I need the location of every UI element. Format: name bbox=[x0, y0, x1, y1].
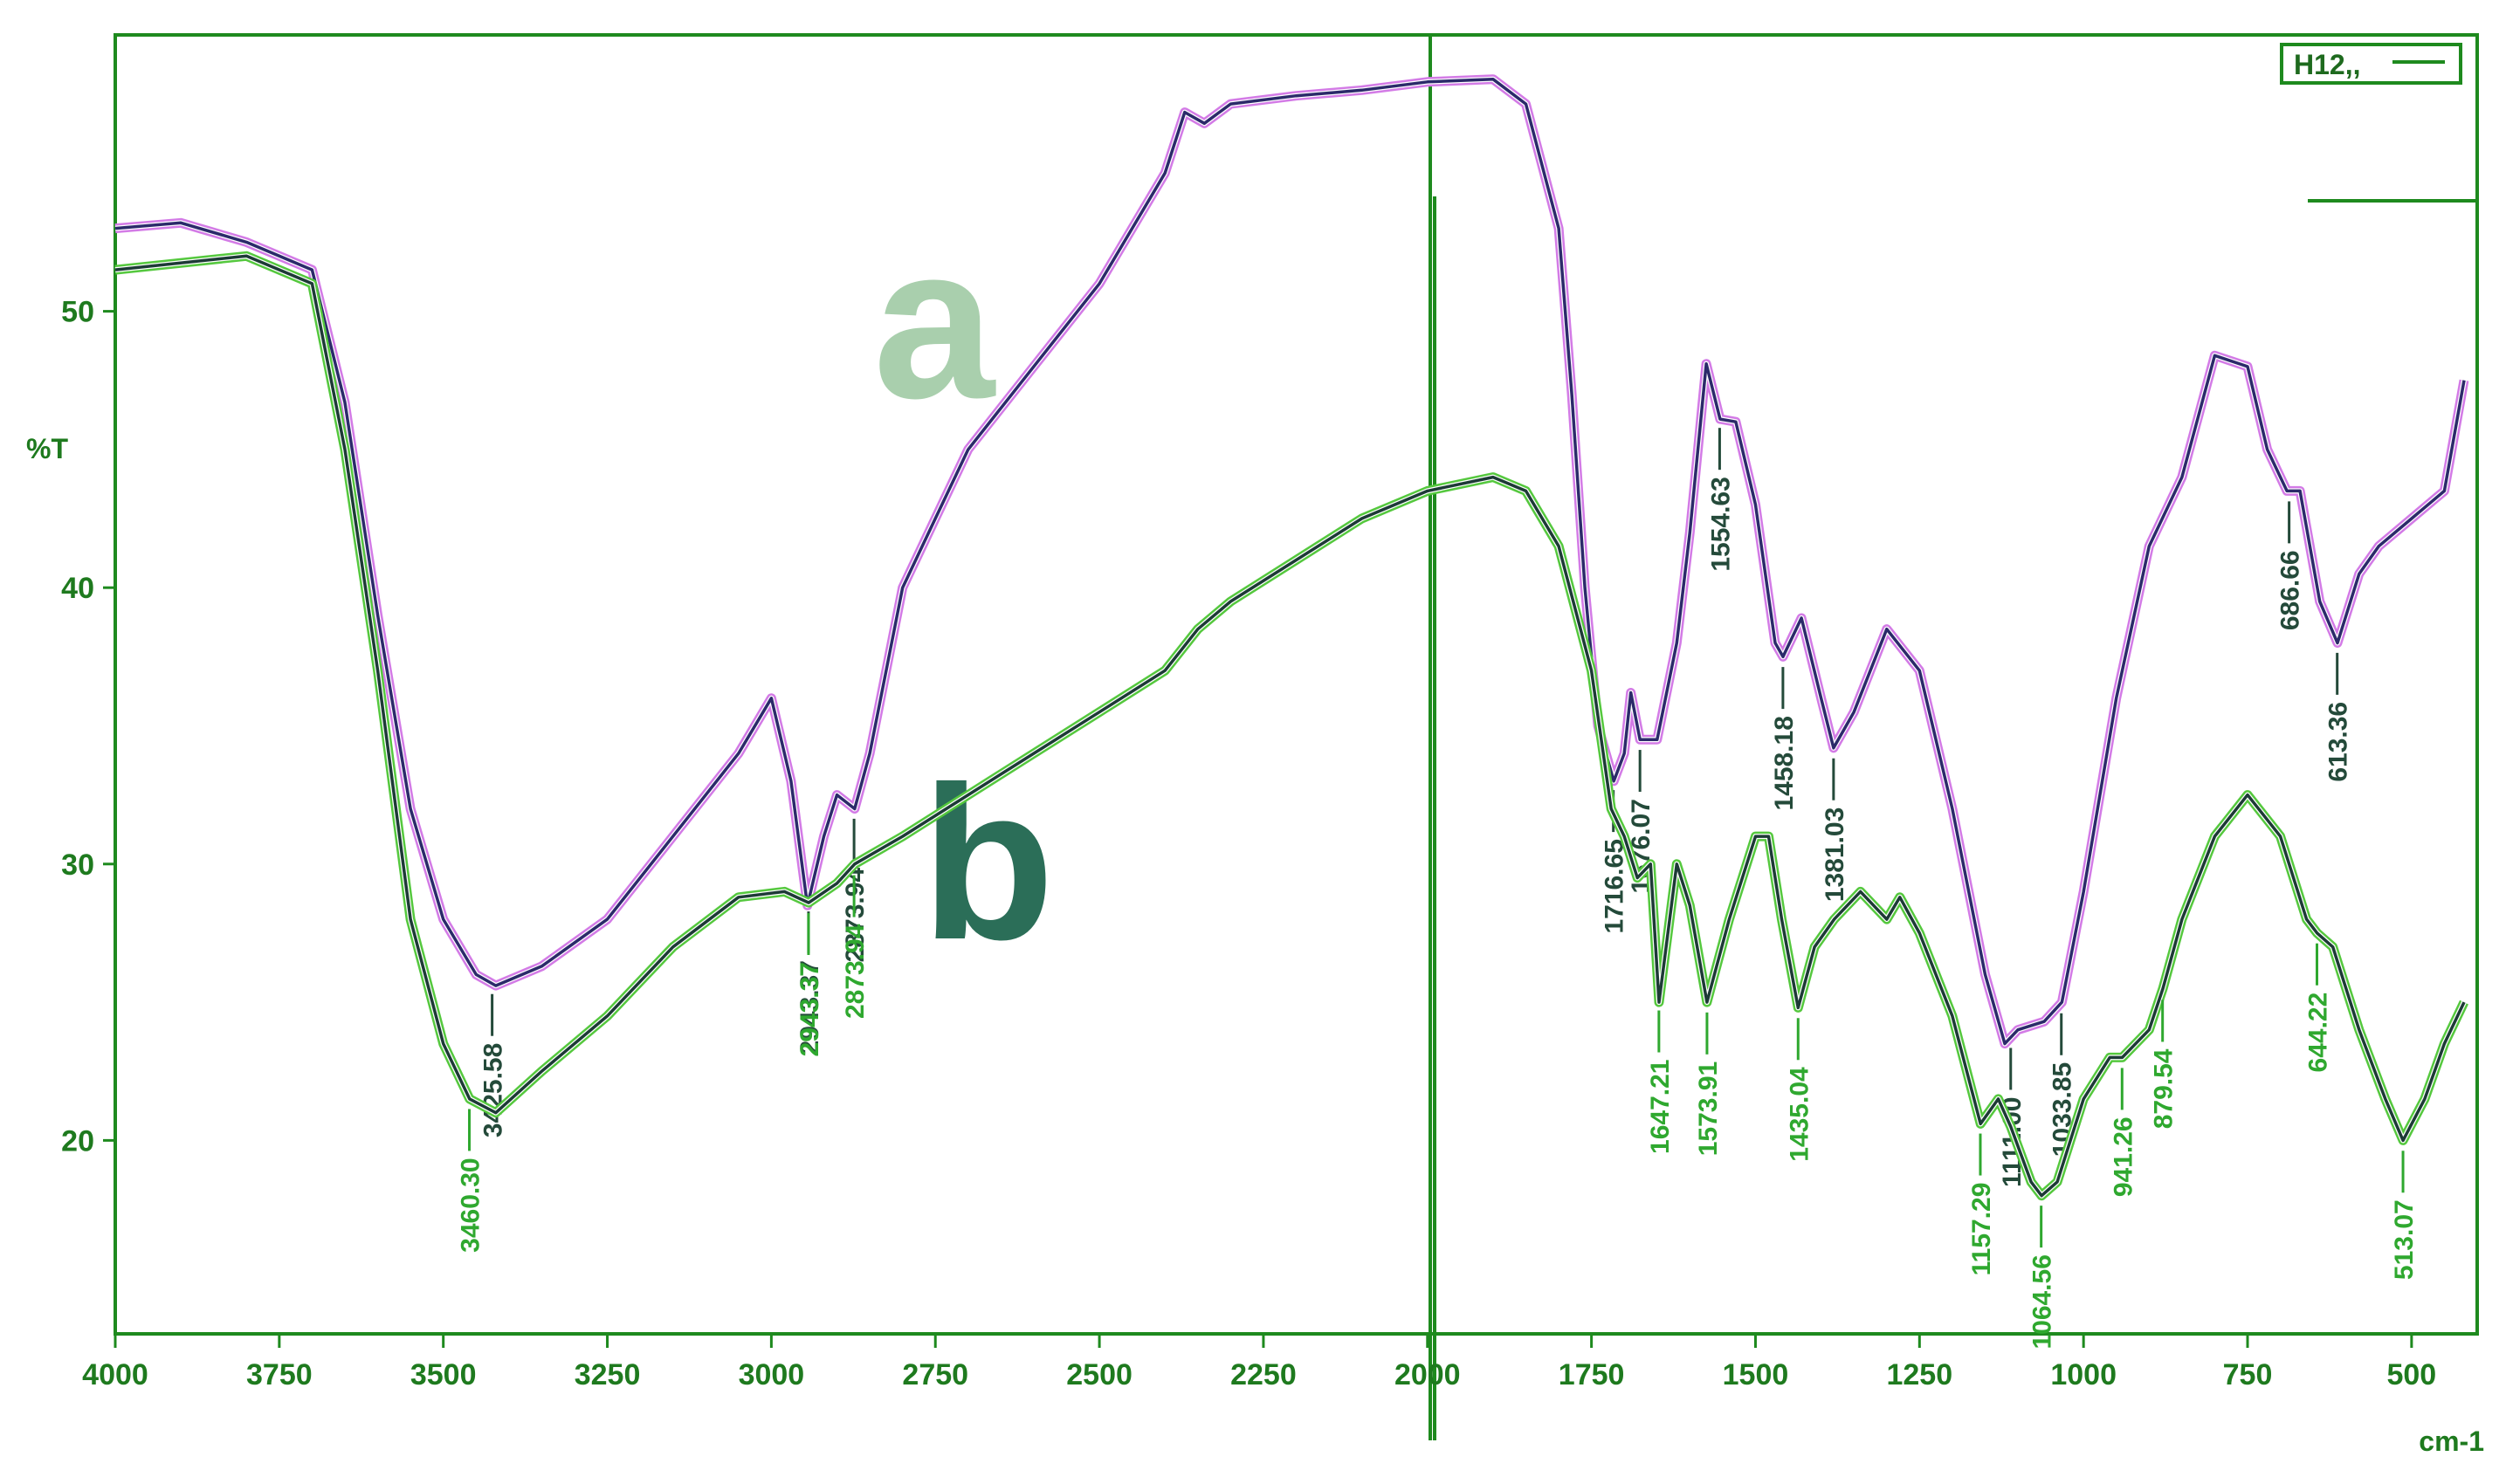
x-tick-label: 3500 bbox=[410, 1358, 477, 1391]
x-tick-label: 1500 bbox=[1723, 1358, 1789, 1391]
peak-label: 3460.30 bbox=[457, 1158, 485, 1252]
peak-label: 1157.29 bbox=[1967, 1183, 1996, 1276]
x-tick-label: 2000 bbox=[1394, 1358, 1461, 1391]
peak-label: 686.66 bbox=[2276, 550, 2305, 630]
x-tick-label: 1250 bbox=[1886, 1358, 1952, 1391]
x-tick-label: 750 bbox=[2223, 1358, 2273, 1391]
x-tick-label: 500 bbox=[2386, 1358, 2436, 1391]
line bbox=[114, 77, 2466, 1046]
y-tick-label: 50 bbox=[61, 296, 94, 329]
peak-label: 3425.58 bbox=[479, 1043, 508, 1137]
y-tick-label: 40 bbox=[61, 572, 94, 605]
x-tick-label: 1000 bbox=[2050, 1358, 2117, 1391]
peak-label: 1716.65 bbox=[1601, 839, 1629, 933]
x-tick-label: 3750 bbox=[246, 1358, 313, 1391]
x-tick-label: 1750 bbox=[1559, 1358, 1625, 1391]
x-tick-label: 2250 bbox=[1230, 1358, 1297, 1391]
plot-layer: 20 30 40 50 4000 3750 3500 3250 3000 2750 2500 2250… bbox=[61, 74, 2469, 1391]
peak-label: 2943.37 bbox=[795, 960, 824, 1055]
peak-label: 2943.37 bbox=[795, 962, 824, 1056]
y-tick-label: 20 bbox=[61, 1124, 94, 1158]
peak-label: 879.54 bbox=[2150, 1048, 2179, 1129]
x-tick-label: 4000 bbox=[82, 1358, 148, 1391]
peak-label: 1064.56 bbox=[2028, 1254, 2057, 1349]
x-tick-label: 3000 bbox=[739, 1358, 805, 1391]
x-tick-label: 3250 bbox=[575, 1358, 641, 1391]
peak-label: 1381.03 bbox=[1821, 807, 1849, 902]
y-axis-label: %T bbox=[26, 433, 68, 464]
peak-label: 2873.94 bbox=[841, 924, 870, 1019]
x-tick-label: 2750 bbox=[902, 1358, 968, 1391]
peak-label: 613.36 bbox=[2324, 702, 2353, 782]
peak-label: 1554.63 bbox=[1706, 477, 1735, 571]
series-label: a bbox=[873, 200, 996, 443]
legend-label: H12,, bbox=[2294, 49, 2360, 80]
peak-label: 1647.21 bbox=[1646, 1060, 1675, 1154]
peak-label: 513.07 bbox=[2390, 1199, 2419, 1280]
peak-label: 1458.18 bbox=[1770, 716, 1799, 810]
x-tick-label: 2500 bbox=[1066, 1358, 1133, 1391]
y-tick-label: 30 bbox=[61, 848, 94, 882]
line bbox=[114, 254, 2466, 1198]
peak-label: 644.22 bbox=[2304, 993, 2333, 1073]
peak-label: 941.26 bbox=[2109, 1116, 2138, 1197]
plot-frame bbox=[114, 33, 2479, 1336]
peak-label: 1573.91 bbox=[1694, 1061, 1723, 1156]
x-axis-label: cm-1 bbox=[2419, 1426, 2484, 1457]
peak-label: 1435.04 bbox=[1785, 1067, 1814, 1162]
